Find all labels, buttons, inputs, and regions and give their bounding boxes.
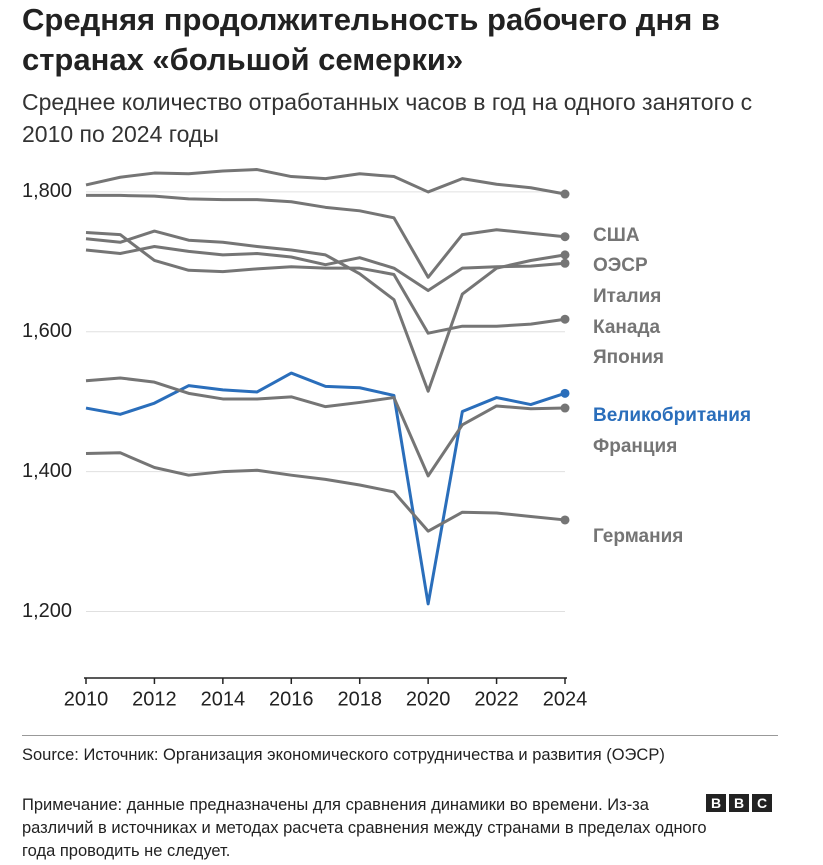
logo: B B C xyxy=(706,794,772,812)
end-point xyxy=(560,189,570,199)
note: Примечание: данные предназначены для сра… xyxy=(22,796,707,860)
series-line xyxy=(85,168,566,196)
end-point xyxy=(560,250,570,260)
chart-title: Средняя продолжительность рабочего дня в… xyxy=(22,2,720,77)
series-line xyxy=(86,193,566,279)
y-tick-label: 1,800 xyxy=(22,180,72,202)
x-tick-label: 2010 xyxy=(64,688,109,710)
y-tick-label: 1,400 xyxy=(22,460,72,482)
end-point xyxy=(560,388,570,398)
series-line xyxy=(85,371,566,606)
chart: 1,200 1,400 1,600 1,800 2010 2012 2014 2016 2018… xyxy=(22,168,751,710)
y-tick-label: 1,200 xyxy=(22,600,72,622)
x-tick-label: 2014 xyxy=(201,688,246,710)
series-line xyxy=(85,244,566,293)
series-label: Италия xyxy=(593,286,661,307)
series-label: Германия xyxy=(593,526,683,547)
logo-letter: B xyxy=(706,794,726,812)
x-tick-label: 2020 xyxy=(406,688,451,710)
series-line xyxy=(85,229,566,393)
series-label: Канада xyxy=(593,317,660,338)
series-label: Франция xyxy=(593,436,677,457)
end-point xyxy=(560,403,570,413)
end-point xyxy=(560,515,570,525)
footer: Source: Источник: Организация экономичес… xyxy=(22,735,778,860)
source: Source: Источник: Организация экономичес… xyxy=(22,746,665,764)
x-tick-label: 2022 xyxy=(474,688,519,710)
series-line xyxy=(85,231,566,335)
series-line xyxy=(85,376,566,478)
logo-letter: C xyxy=(752,794,772,812)
series-line xyxy=(85,451,566,533)
chart-subtitle: Среднее количество отработанных часов в … xyxy=(22,89,753,147)
end-point xyxy=(560,258,570,268)
series-label: Великобритания xyxy=(593,405,751,426)
x-tick-label: 2016 xyxy=(269,688,314,710)
x-tick-label: 2024 xyxy=(543,688,588,710)
y-tick-label: 1,600 xyxy=(22,320,72,342)
logo-letter: B xyxy=(729,794,749,812)
series-label: Япония xyxy=(593,347,664,368)
series-label: ОЭСР xyxy=(593,255,648,276)
end-point xyxy=(560,314,570,324)
x-tick-label: 2018 xyxy=(337,688,382,710)
x-tick-label: 2012 xyxy=(132,688,177,710)
series-label: США xyxy=(593,225,640,246)
end-point xyxy=(560,232,570,242)
